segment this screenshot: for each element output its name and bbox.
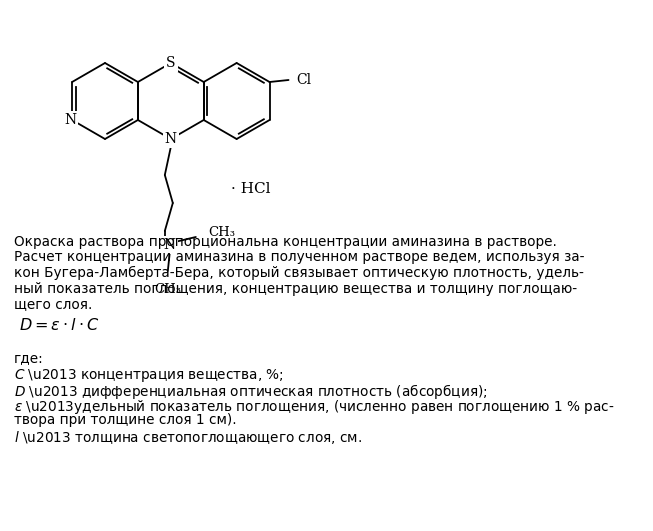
Text: $\varepsilon$ \u2013удельный показатель поглощения, (численно равен поглощению 1: $\varepsilon$ \u2013удельный показатель … bbox=[14, 398, 614, 416]
Text: кон Бугера-Ламберта-Бера, который связывает оптическую плотность, удель-: кон Бугера-Ламберта-Бера, который связыв… bbox=[14, 266, 584, 280]
Text: $C$ \u2013 концентрация вещества, %;: $C$ \u2013 концентрация вещества, %; bbox=[14, 367, 284, 384]
Text: Расчет концентрации аминазина в полученном растворе ведем, используя за-: Расчет концентрации аминазина в полученн… bbox=[14, 251, 584, 264]
Text: CH₃: CH₃ bbox=[208, 227, 235, 239]
Text: Окраска раствора пропорциональна концентрации аминазина в растворе.: Окраска раствора пропорциональна концент… bbox=[14, 235, 557, 249]
Text: твора при толщине слоя 1 см).: твора при толщине слоя 1 см). bbox=[14, 413, 236, 427]
Text: Cl: Cl bbox=[296, 73, 311, 87]
Text: · HCl: · HCl bbox=[231, 182, 270, 196]
Text: $l$ \u2013 толщина светопоглощающего слоя, см.: $l$ \u2013 толщина светопоглощающего сло… bbox=[14, 429, 362, 446]
Text: N: N bbox=[164, 238, 176, 252]
Text: щего слоя.: щего слоя. bbox=[14, 297, 92, 311]
Text: S: S bbox=[166, 56, 176, 70]
Text: N: N bbox=[165, 132, 177, 146]
Text: $D=\varepsilon \cdot l \cdot C$: $D=\varepsilon \cdot l \cdot C$ bbox=[19, 317, 100, 333]
Text: где:: где: bbox=[14, 351, 44, 365]
Text: ный показатель поглощения, концентрацию вещества и толщину поглощаю-: ный показатель поглощения, концентрацию … bbox=[14, 281, 577, 295]
Text: $D$ \u2013 дифференциальная оптическая плотность (абсорбция);: $D$ \u2013 дифференциальная оптическая п… bbox=[14, 382, 488, 401]
Text: CH₃: CH₃ bbox=[154, 283, 182, 296]
Text: N: N bbox=[64, 113, 76, 127]
